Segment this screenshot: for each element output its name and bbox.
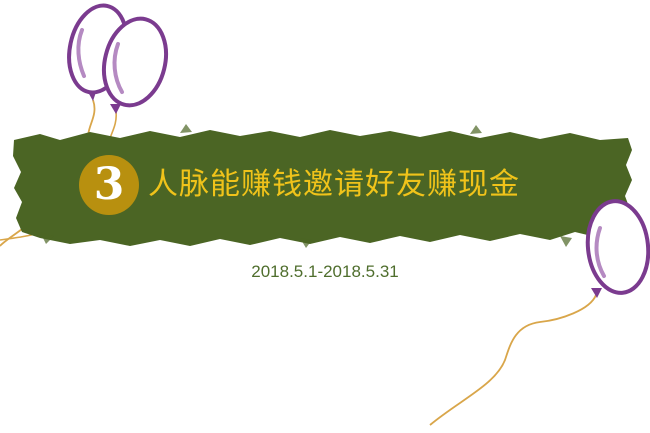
badge-circle xyxy=(79,155,139,215)
balloon-string xyxy=(429,294,597,426)
banner-title: 人脉能赚钱邀请好友赚现金 xyxy=(148,167,520,202)
date-range: 2018.5.1-2018.5.31 xyxy=(251,262,399,281)
banner-background xyxy=(13,130,632,246)
balloon-icon xyxy=(585,199,650,298)
step-number-badge: 3 xyxy=(93,159,125,210)
balloon-icon xyxy=(102,16,168,114)
